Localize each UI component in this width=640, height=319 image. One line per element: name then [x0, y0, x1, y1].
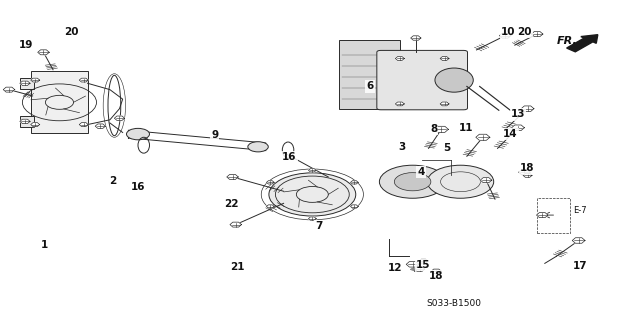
FancyBboxPatch shape	[377, 50, 467, 110]
Polygon shape	[351, 205, 358, 208]
Polygon shape	[536, 212, 548, 218]
Polygon shape	[440, 56, 449, 60]
Bar	[339, 41, 400, 109]
Polygon shape	[79, 122, 88, 127]
Polygon shape	[499, 33, 511, 38]
Polygon shape	[518, 170, 530, 175]
Circle shape	[127, 128, 150, 140]
Polygon shape	[480, 178, 492, 182]
Polygon shape	[308, 169, 316, 172]
Text: 22: 22	[225, 199, 239, 209]
Circle shape	[428, 165, 493, 198]
Polygon shape	[396, 102, 404, 106]
Text: 8: 8	[430, 124, 437, 134]
Text: 9: 9	[211, 130, 218, 140]
Polygon shape	[440, 102, 449, 106]
Text: 15: 15	[416, 260, 431, 270]
Polygon shape	[431, 269, 442, 273]
Text: 10: 10	[501, 27, 516, 37]
Text: E-7: E-7	[573, 206, 586, 215]
Text: 4: 4	[417, 167, 424, 177]
Polygon shape	[572, 238, 585, 243]
Text: 6: 6	[366, 81, 373, 92]
Polygon shape	[419, 259, 428, 263]
Circle shape	[380, 165, 446, 198]
Text: 20: 20	[517, 27, 532, 37]
Polygon shape	[308, 217, 316, 220]
Polygon shape	[476, 134, 490, 140]
Polygon shape	[435, 126, 449, 132]
Polygon shape	[411, 36, 421, 40]
Polygon shape	[523, 174, 532, 177]
Polygon shape	[351, 181, 358, 184]
Text: 2: 2	[109, 176, 116, 186]
Bar	[20, 116, 34, 127]
Text: 19: 19	[19, 40, 33, 49]
Text: 12: 12	[388, 263, 403, 273]
Text: 18: 18	[429, 271, 444, 281]
Text: 21: 21	[230, 262, 244, 272]
Circle shape	[394, 173, 431, 191]
Text: 18: 18	[520, 163, 535, 174]
Text: 7: 7	[315, 221, 323, 231]
Polygon shape	[31, 122, 40, 127]
Polygon shape	[511, 125, 524, 130]
Circle shape	[269, 173, 356, 216]
Polygon shape	[396, 56, 404, 60]
Text: 3: 3	[398, 142, 405, 152]
Ellipse shape	[435, 68, 473, 92]
Polygon shape	[521, 106, 534, 111]
Polygon shape	[415, 267, 425, 271]
Text: 1: 1	[40, 240, 48, 250]
Bar	[31, 71, 88, 133]
Text: 16: 16	[282, 152, 296, 162]
Polygon shape	[531, 32, 543, 36]
Polygon shape	[20, 119, 30, 123]
Text: 20: 20	[64, 27, 78, 37]
Text: 13: 13	[511, 109, 525, 119]
Polygon shape	[38, 50, 49, 55]
FancyArrow shape	[566, 35, 598, 52]
Circle shape	[248, 142, 268, 152]
Text: 14: 14	[503, 129, 518, 139]
Text: S033-B1500: S033-B1500	[427, 299, 482, 308]
Polygon shape	[227, 174, 238, 180]
Text: 5: 5	[443, 143, 450, 153]
Polygon shape	[95, 124, 106, 128]
Polygon shape	[3, 87, 15, 92]
Polygon shape	[115, 116, 125, 120]
Text: FR.: FR.	[556, 36, 577, 46]
Text: 16: 16	[131, 182, 145, 192]
Polygon shape	[79, 78, 88, 82]
Polygon shape	[266, 181, 274, 184]
Polygon shape	[20, 81, 30, 85]
Polygon shape	[406, 262, 419, 267]
Polygon shape	[31, 78, 40, 82]
Polygon shape	[266, 205, 274, 208]
Text: 11: 11	[458, 123, 473, 133]
Bar	[537, 197, 570, 233]
Bar	[20, 78, 34, 89]
Text: 17: 17	[573, 261, 588, 271]
Polygon shape	[230, 222, 241, 227]
